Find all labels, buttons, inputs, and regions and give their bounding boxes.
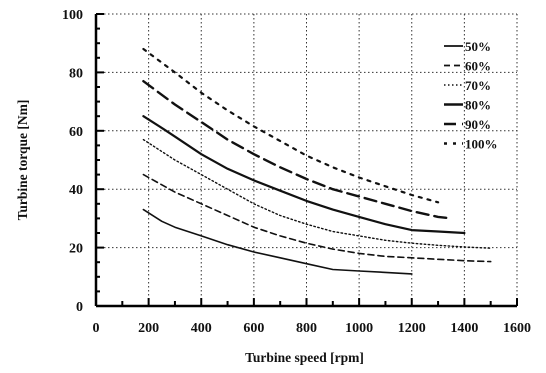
- x-tick-label: 600: [243, 321, 264, 336]
- y-axis-label: Turbine torque [Nm]: [15, 100, 30, 221]
- x-tick-label: 0: [93, 321, 100, 336]
- y-tick-label: 80: [69, 66, 83, 81]
- grid: [96, 13, 518, 306]
- legend: 50% 60% 70% 80% 90% 100%: [444, 39, 498, 152]
- x-tick-label: 400: [191, 321, 212, 336]
- series-line-80pct: [142, 115, 466, 235]
- x-tick-label: 200: [138, 321, 159, 336]
- y-tick-label: 0: [76, 300, 83, 315]
- series-line-100pct: [142, 47, 440, 204]
- legend-label: 60%: [465, 59, 491, 74]
- x-tick-label: 1200: [398, 321, 426, 336]
- series-line-60pct: [142, 173, 492, 263]
- x-tick-label: 1000: [345, 321, 373, 336]
- legend-label: 90%: [465, 117, 491, 132]
- legend-label: 80%: [465, 98, 491, 113]
- legend-label: 50%: [465, 39, 491, 54]
- x-tick-label: 1400: [450, 321, 478, 336]
- series-lines: [142, 47, 492, 275]
- x-axis-label: Turbine speed [rpm]: [245, 350, 364, 365]
- x-tick-label: 800: [296, 321, 317, 336]
- axes: 0 200 400 600 800 1000 1200 1400 1600 0 20 40 60 80 10…: [15, 8, 531, 365]
- legend-label: 100%: [465, 137, 498, 152]
- legend-label: 70%: [465, 78, 491, 93]
- y-tick-label: 100: [62, 8, 83, 23]
- y-tick-label: 60: [69, 125, 83, 140]
- x-tick-label: 1600: [503, 321, 531, 336]
- series-line-50pct: [142, 208, 413, 275]
- y-tick-label: 20: [69, 242, 83, 257]
- series-line-70pct: [142, 138, 492, 249]
- series-line-90pct: [142, 79, 453, 220]
- y-tick-label: 40: [69, 183, 83, 198]
